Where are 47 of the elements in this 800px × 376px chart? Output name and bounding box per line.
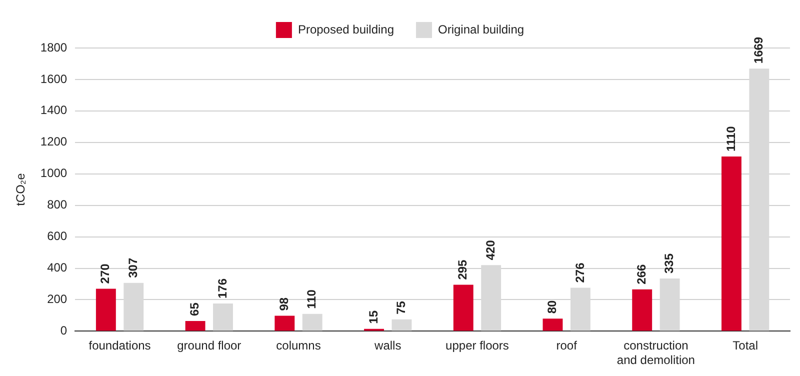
data-label: 295 bbox=[456, 259, 470, 280]
x-tick-label: Total bbox=[732, 338, 758, 353]
x-tick-label: construction and demolition bbox=[616, 338, 695, 368]
y-axis-title: tCO₂e bbox=[14, 172, 28, 206]
y-tick-label: 600 bbox=[47, 229, 68, 244]
legend-label: Original building bbox=[438, 22, 524, 36]
y-tick-label: 1000 bbox=[40, 166, 68, 180]
data-label: 307 bbox=[126, 258, 140, 278]
data-label: 276 bbox=[572, 262, 587, 283]
y-tick-label: 800 bbox=[47, 198, 68, 212]
bar bbox=[302, 314, 322, 331]
data-label: 80 bbox=[545, 300, 560, 314]
bar bbox=[96, 288, 116, 331]
legend-label: Proposed building bbox=[298, 22, 394, 36]
bar bbox=[274, 316, 295, 331]
data-label: 110 bbox=[304, 289, 319, 309]
data-label: 420 bbox=[483, 240, 498, 260]
data-label: 335 bbox=[662, 253, 676, 274]
y-tick-label: 1400 bbox=[40, 103, 68, 118]
bar bbox=[542, 318, 563, 331]
x-tick-label: upper floors bbox=[446, 338, 509, 353]
data-label: 1110 bbox=[724, 126, 738, 152]
data-label: 1669 bbox=[751, 36, 766, 64]
data-label: 270 bbox=[98, 263, 112, 284]
x-tick-label: ground floor bbox=[177, 338, 242, 353]
data-label: 75 bbox=[394, 300, 408, 314]
data-label: 65 bbox=[188, 302, 202, 316]
bar bbox=[213, 304, 233, 331]
y-tick-label: 1200 bbox=[40, 134, 68, 149]
x-tick-label: foundations bbox=[88, 338, 151, 353]
bar bbox=[453, 284, 474, 331]
y-tick-label: 0 bbox=[60, 324, 68, 338]
bar bbox=[392, 319, 412, 331]
bar bbox=[721, 156, 742, 331]
data-label: 15 bbox=[366, 310, 380, 324]
x-tick-label: walls bbox=[374, 338, 402, 353]
bar bbox=[185, 320, 206, 331]
y-tick-label: 1600 bbox=[40, 72, 68, 86]
y-tick-label: 400 bbox=[47, 260, 68, 275]
data-label: 98 bbox=[276, 297, 291, 311]
y-tick-label: 200 bbox=[47, 292, 68, 306]
x-tick-label: roof bbox=[556, 338, 578, 353]
data-label: 176 bbox=[215, 278, 230, 299]
x-tick-label: columns bbox=[276, 338, 321, 353]
data-label: 266 bbox=[634, 264, 648, 284]
bar bbox=[632, 289, 652, 331]
y-tick-label: 1800 bbox=[40, 40, 68, 54]
